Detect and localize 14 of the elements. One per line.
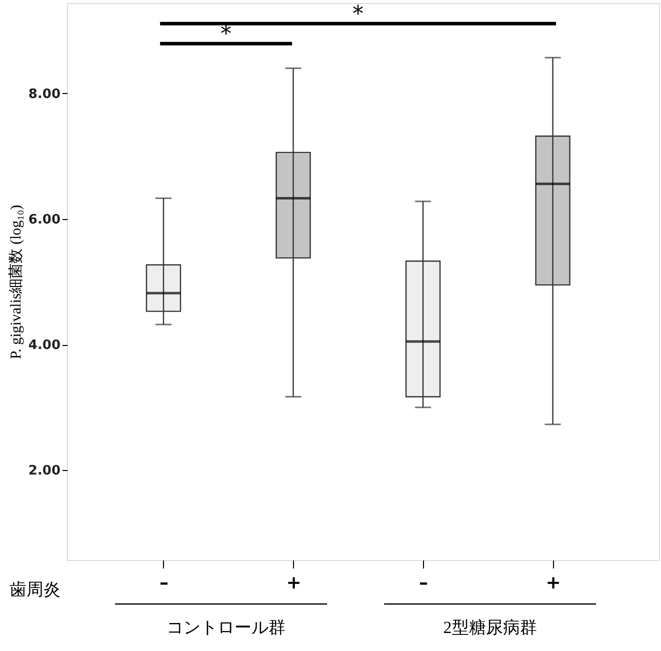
y-tick-label: 6.00	[28, 212, 60, 228]
y-tick-label: 2.00	[28, 464, 60, 479]
x-tick-label: +	[546, 572, 561, 594]
text: コントロール群	[166, 618, 286, 637]
x-tick-label: +	[286, 572, 302, 594]
text: 2型糖尿病群	[443, 618, 537, 637]
annotation: *	[220, 22, 232, 47]
y-tick-label: 8.00	[28, 86, 60, 102]
x-tick-label: –	[419, 572, 428, 594]
y-tick-label: 4.00	[28, 338, 60, 354]
x-tick-label: –	[159, 572, 168, 594]
annotation: *	[352, 2, 364, 27]
y-axis-title: P. gigivalis細菌数 (log₁₀)	[7, 204, 24, 360]
x-axis-title: 歯周炎	[10, 580, 60, 600]
